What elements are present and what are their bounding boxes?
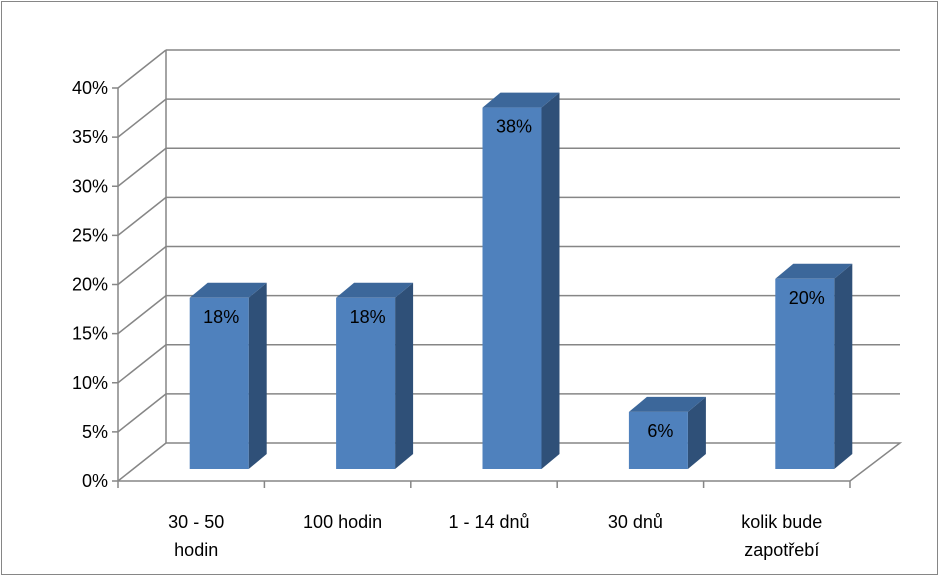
gridline-diagonal (117, 442, 167, 482)
gridline-diagonal (117, 196, 167, 236)
y-tick-label: 25% (72, 225, 108, 245)
bar-side (248, 282, 267, 469)
bar (336, 297, 396, 469)
x-category-label: hodin (174, 540, 218, 560)
gridline-diagonal (117, 393, 167, 433)
y-tick-label: 20% (72, 275, 108, 295)
data-label: 18% (203, 307, 239, 327)
x-category-label: 100 hodin (303, 512, 382, 532)
gridline-diagonal (117, 147, 167, 187)
y-tick-label: 5% (82, 422, 108, 442)
bar (775, 278, 835, 469)
gridline-diagonal (117, 344, 167, 384)
y-tick-label: 40% (72, 78, 108, 98)
x-category-label: 30 dnů (608, 512, 663, 532)
data-label: 20% (789, 288, 825, 308)
bar-top (189, 282, 267, 298)
x-category-label: kolik bude (741, 512, 822, 532)
bar-side (395, 282, 414, 469)
bar-side (834, 263, 853, 469)
data-label: 6% (647, 421, 673, 441)
bar-top (628, 396, 706, 412)
bar (482, 107, 542, 469)
bar-side (687, 396, 706, 469)
y-tick-label: 15% (72, 324, 108, 344)
data-label: 38% (496, 117, 532, 137)
bar-top (775, 263, 853, 279)
y-tick-label: 0% (82, 471, 108, 491)
gridline-diagonal (117, 245, 167, 286)
x-category-label: 1 - 14 dnů (448, 512, 529, 532)
gridline-diagonal (117, 295, 167, 335)
y-tick-label: 10% (72, 373, 108, 393)
data-label: 18% (350, 307, 386, 327)
x-category-label: 30 - 50 (168, 512, 224, 532)
bar-top (482, 92, 560, 108)
x-category-label: zapotřebí (744, 540, 819, 560)
y-tick-label: 35% (72, 127, 108, 147)
bar-side (541, 92, 560, 469)
gridline-diagonal (117, 49, 167, 89)
gridline-diagonal (117, 98, 167, 138)
y-tick-label: 30% (72, 176, 108, 196)
bar (628, 411, 688, 469)
bar (189, 297, 249, 469)
bar-top (336, 282, 414, 298)
